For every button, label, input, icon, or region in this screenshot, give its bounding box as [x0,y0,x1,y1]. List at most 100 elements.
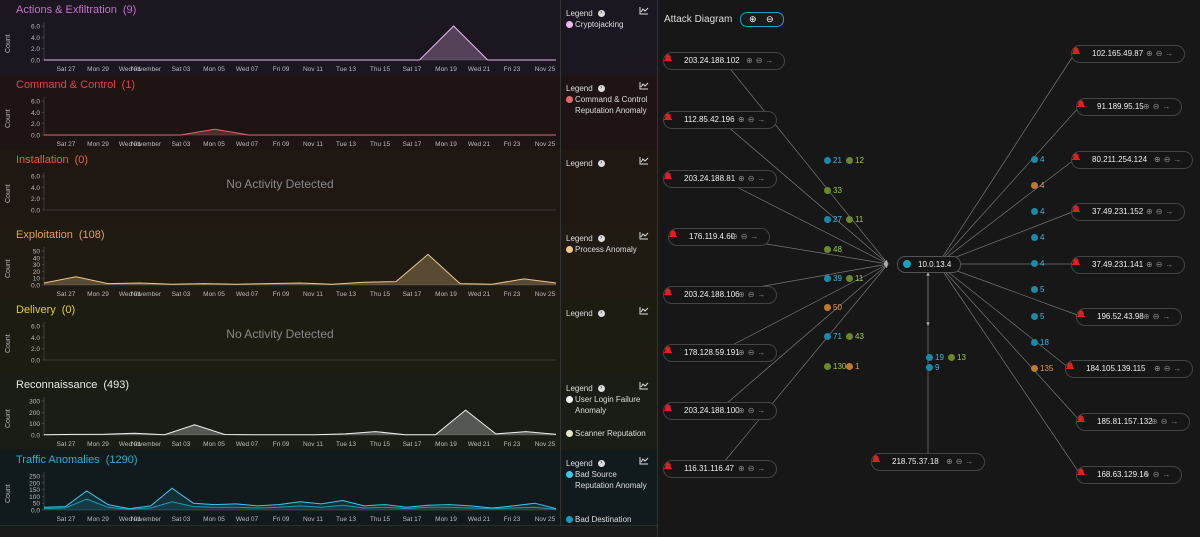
zoom-out-icon[interactable]: ⊖ [766,14,774,24]
legend-header[interactable]: Legend › [566,234,605,243]
zoom-out-icon[interactable]: ⊖ [1155,207,1166,216]
zoom-in-icon[interactable]: ⊕ [738,174,748,183]
zoom-out-icon[interactable]: ⊖ [747,290,758,299]
source-node[interactable]: 203.24.188.81 ⊕⊖→ [663,170,777,188]
legend-item[interactable]: Cryptojacking [566,19,654,30]
zoom-in-icon[interactable]: ⊕ [1151,417,1161,426]
arrow-right-icon[interactable]: → [757,406,769,415]
legend-item[interactable]: Bad Source Reputation Anomaly [566,469,654,491]
zoom-in-icon[interactable]: ⊕ [1154,155,1164,164]
target-node[interactable]: 184.105.139.115 ⊕⊖→ [1065,360,1193,378]
target-node[interactable]: 196.52.43.98 ⊕⊖→ [1076,308,1182,326]
arrow-right-icon[interactable]: › [597,85,605,93]
source-node[interactable]: 178.128.59.191 ⊕⊖→ [663,344,777,362]
zoom-in-icon[interactable]: ⊕ [1143,102,1153,111]
source-node[interactable]: 176.119.4.60 ⊕⊖→ [668,228,770,246]
source-node[interactable]: 112.85.42.196 ⊕⊖→ [663,111,777,129]
line-chart-icon[interactable] [639,381,649,390]
arrow-right-icon[interactable]: › [597,385,605,393]
zoom-out-icon[interactable]: ⊖ [740,232,751,241]
arrow-right-icon[interactable]: → [757,290,769,299]
target-node[interactable]: 37.49.231.152 ⊕⊖→ [1071,203,1185,221]
zoom-in-icon[interactable]: ⊕ [1143,312,1153,321]
zoom-in-icon[interactable]: ⊕ [738,406,748,415]
zoom-out-icon[interactable]: ⊖ [1163,155,1174,164]
zoom-out-icon[interactable]: ⊖ [1155,260,1166,269]
line-chart-icon[interactable] [639,6,649,15]
arrow-right-icon[interactable]: → [750,232,762,241]
legend-header[interactable]: Legend › [566,84,605,93]
arrow-right-icon[interactable]: → [757,115,769,124]
zoom-in-icon[interactable]: ⊕ [946,457,956,466]
legend-header[interactable]: Legend › [566,384,605,393]
arrow-right-icon[interactable]: → [965,457,977,466]
source-node[interactable]: 116.31.116.47 ⊕⊖→ [663,460,777,478]
zoom-in-icon[interactable]: ⊕ [738,115,748,124]
line-chart-icon[interactable] [639,456,649,465]
zoom-in-icon[interactable]: ⊕ [731,232,741,241]
arrow-right-icon[interactable]: → [1165,207,1177,216]
line-chart-icon[interactable] [639,231,649,240]
arrow-right-icon[interactable]: → [1162,312,1174,321]
zoom-in-icon[interactable]: ⊕ [1146,49,1156,58]
arrow-right-icon[interactable]: → [757,464,769,473]
target-node[interactable]: 91.189.95.15 ⊕⊖→ [1076,98,1182,116]
line-chart-icon[interactable] [639,306,649,315]
arrow-right-icon[interactable]: › [597,235,605,243]
line-chart-icon[interactable] [639,81,649,90]
zoom-out-icon[interactable]: ⊖ [747,348,758,357]
arrow-right-icon[interactable]: → [765,56,777,65]
zoom-out-icon[interactable]: ⊖ [747,174,758,183]
zoom-out-icon[interactable]: ⊖ [747,464,758,473]
arrow-right-icon[interactable]: › [597,10,605,18]
source-node[interactable]: 203.24.188.100 ⊕⊖→ [663,402,777,420]
line-chart-icon[interactable] [639,156,649,165]
legend-item[interactable]: Process Anomaly [566,244,654,255]
center-host-node[interactable]: 10.0.13.4 [897,256,961,273]
zoom-in-icon[interactable]: ⊕ [1146,207,1156,216]
arrow-right-icon[interactable]: → [1162,102,1174,111]
zoom-out-icon[interactable]: ⊖ [1160,417,1171,426]
zoom-out-icon[interactable]: ⊖ [1152,102,1163,111]
arrow-right-icon[interactable]: › [597,160,605,168]
arrow-right-icon[interactable]: → [1165,260,1177,269]
zoom-in-icon[interactable]: ⊕ [1154,364,1164,373]
legend-header[interactable]: Legend › [566,9,605,18]
arrow-right-icon[interactable]: → [1165,49,1177,58]
zoom-in-icon[interactable]: ⊕ [738,290,748,299]
arrow-right-icon[interactable]: → [1173,364,1185,373]
zoom-in-icon[interactable]: ⊕ [749,14,757,24]
arrow-right-icon[interactable]: → [757,174,769,183]
legend-item[interactable]: User Login Failure Anomaly [566,394,654,416]
arrow-right-icon[interactable]: → [1173,155,1185,164]
source-node[interactable]: 218.75.37.18 ⊕⊖→ [871,453,985,471]
zoom-out-icon[interactable]: ⊖ [755,56,766,65]
source-node[interactable]: 203.24.188.102 ⊕⊖→ [663,52,785,70]
zoom-out-icon[interactable]: ⊖ [1155,49,1166,58]
legend-header[interactable]: Legend › [566,159,605,168]
zoom-in-icon[interactable]: ⊕ [738,464,748,473]
zoom-out-icon[interactable]: ⊖ [747,115,758,124]
legend-header[interactable]: Legend › [566,459,605,468]
zoom-out-icon[interactable]: ⊖ [747,406,758,415]
arrow-right-icon[interactable]: › [597,460,605,468]
target-node[interactable]: 80.211.254.124 ⊕⊖→ [1071,151,1193,169]
zoom-out-icon[interactable]: ⊖ [1152,470,1163,479]
target-node[interactable]: 102.165.49.87 ⊕⊖→ [1071,45,1185,63]
arrow-right-icon[interactable]: → [1170,417,1182,426]
legend-item[interactable]: Command & Control Reputation Anomaly [566,94,654,116]
target-node[interactable]: 168.63.129.16 ⊕⊖→ [1076,466,1182,484]
zoom-out-icon[interactable]: ⊖ [1152,312,1163,321]
legend-header[interactable]: Legend › [566,309,605,318]
legend-item[interactable]: Bad Destination Reputation [566,514,654,525]
zoom-in-icon[interactable]: ⊕ [746,56,756,65]
zoom-in-icon[interactable]: ⊕ [738,348,748,357]
legend-item[interactable]: Scanner Reputation [566,428,654,439]
arrow-right-icon[interactable]: › [597,310,605,318]
zoom-out-icon[interactable]: ⊖ [1163,364,1174,373]
arrow-right-icon[interactable]: → [1162,470,1174,479]
zoom-in-icon[interactable]: ⊕ [1146,260,1156,269]
zoom-out-icon[interactable]: ⊖ [955,457,966,466]
source-node[interactable]: 203.24.188.106 ⊕⊖→ [663,286,777,304]
arrow-right-icon[interactable]: → [757,348,769,357]
